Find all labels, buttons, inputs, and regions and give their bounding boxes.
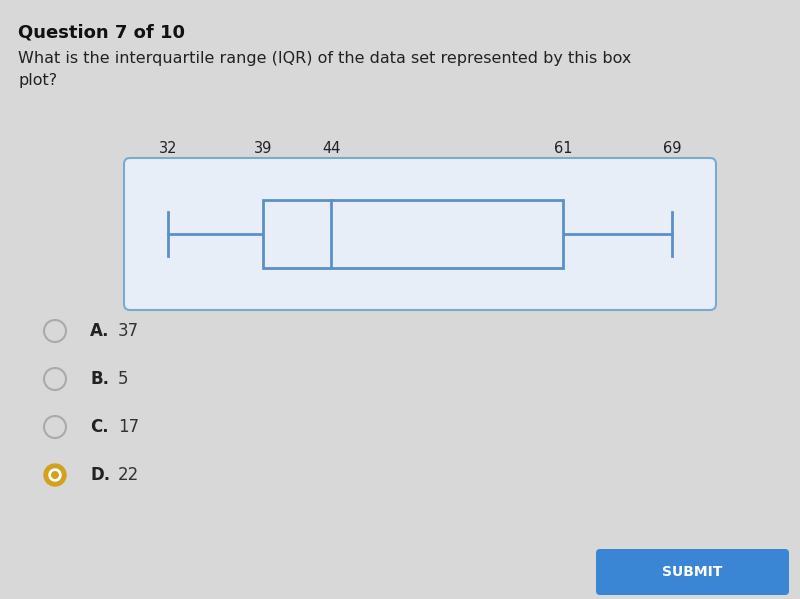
Text: SUBMIT: SUBMIT: [662, 565, 722, 579]
Text: Question 7 of 10: Question 7 of 10: [18, 24, 185, 42]
Circle shape: [49, 469, 61, 481]
Text: 22: 22: [118, 466, 139, 484]
Circle shape: [52, 471, 58, 478]
Text: What is the interquartile range (IQR) of the data set represented by this box
pl: What is the interquartile range (IQR) of…: [18, 51, 631, 88]
Text: 17: 17: [118, 418, 139, 436]
Text: 39: 39: [254, 141, 273, 156]
FancyBboxPatch shape: [124, 158, 716, 310]
Circle shape: [44, 464, 66, 486]
Text: 37: 37: [118, 322, 139, 340]
Text: D.: D.: [90, 466, 110, 484]
Text: 44: 44: [322, 141, 341, 156]
Text: 32: 32: [158, 141, 178, 156]
Text: A.: A.: [90, 322, 110, 340]
FancyBboxPatch shape: [596, 549, 789, 595]
Text: 61: 61: [554, 141, 572, 156]
Text: C.: C.: [90, 418, 109, 436]
Text: B.: B.: [90, 370, 109, 388]
Text: 5: 5: [118, 370, 129, 388]
FancyBboxPatch shape: [263, 200, 563, 268]
Text: 69: 69: [662, 141, 682, 156]
